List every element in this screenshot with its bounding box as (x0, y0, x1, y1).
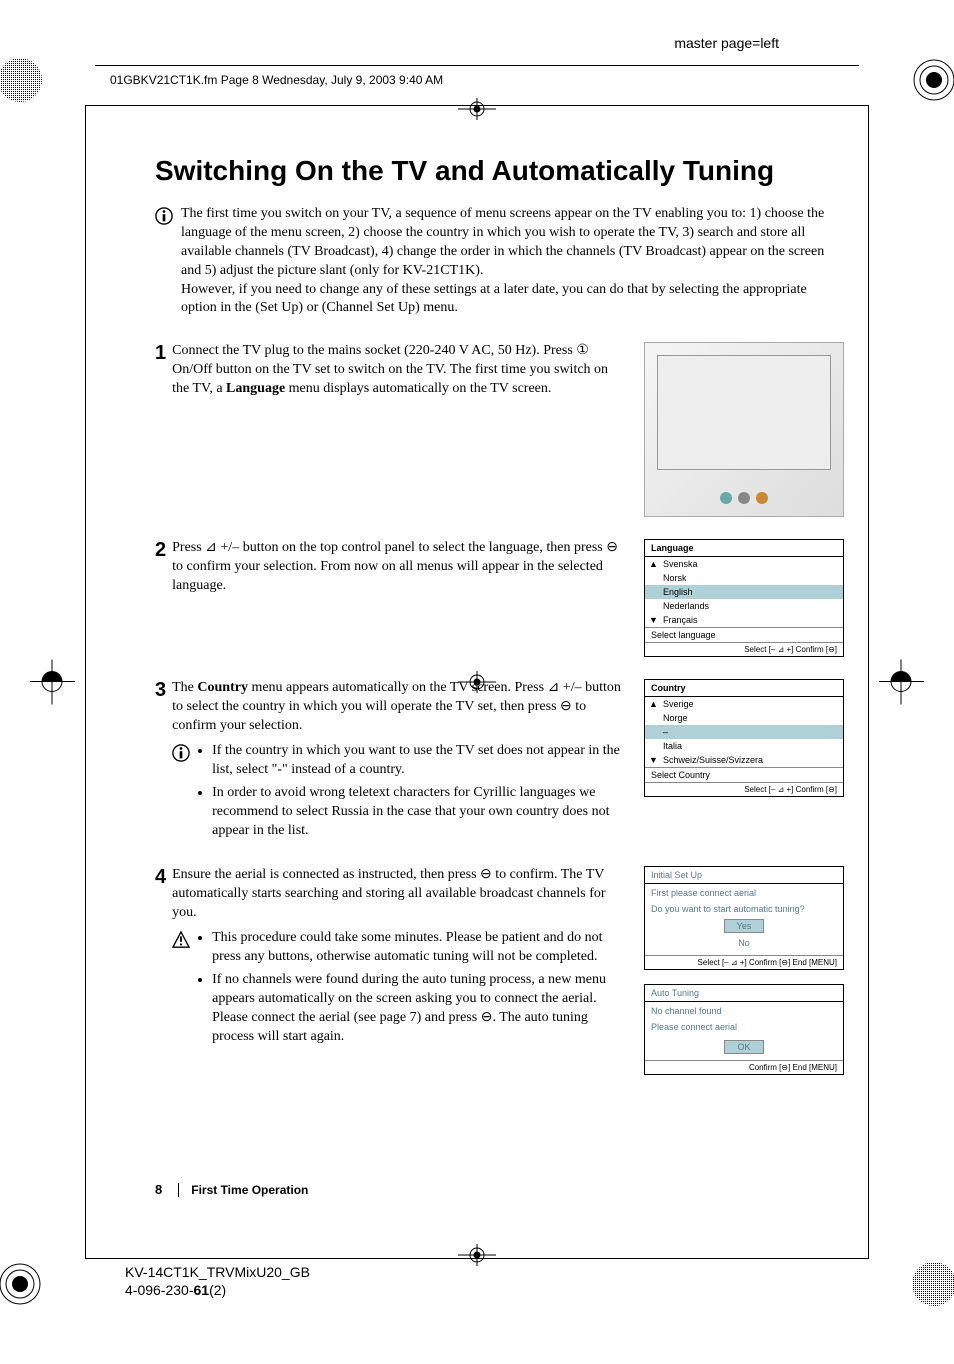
dialog-title: Initial Set Up (645, 867, 843, 884)
ok-button: OK (724, 1040, 763, 1054)
down-arrow-icon: ▼ (649, 755, 658, 765)
doc-code-b: 61 (194, 1282, 210, 1298)
up-arrow-icon: ▲ (649, 699, 658, 709)
step-1-bold: Language (226, 381, 285, 396)
yes-button: Yes (724, 919, 765, 933)
step-3-bold: Country (197, 680, 248, 695)
step-number: 4 (155, 866, 166, 1089)
no-button: No (726, 937, 762, 949)
dialog-line: No channel found (651, 1006, 837, 1016)
menu-item: Norsk (645, 571, 843, 585)
intro-para-1: The first time you switch on your TV, a … (181, 206, 824, 278)
menu-item-selected: English (645, 585, 843, 599)
language-menu: Language ▲Svenska Norsk English Nederlan… (644, 539, 844, 657)
step-3-note-1: If the country in which you want to use … (212, 742, 626, 780)
step-4-text: Ensure the aerial is connected as instru… (172, 867, 605, 920)
main-content: Switching On the TV and Automatically Tu… (155, 155, 844, 1224)
step-2-text: Press ⊿ +/– button on the top control pa… (172, 540, 618, 593)
menu-footer: Select [– ⊿ +] Confirm [⊖] (645, 642, 843, 656)
step-2: 2 Press ⊿ +/– button on the top control … (155, 539, 844, 657)
corner-decoration-tr (909, 55, 954, 105)
menu-item: ▼Schweiz/Suisse/Svizzera (645, 753, 843, 767)
menu-item: ▼Français (645, 613, 843, 627)
dialog-title: Auto Tuning (645, 985, 843, 1002)
step-3-note-2: In order to avoid wrong teletext charact… (212, 784, 626, 841)
info-icon (155, 207, 173, 225)
corner-decoration-br (909, 1259, 954, 1309)
doc-id: KV-14CT1K_TRVMixU20_GB (125, 1263, 310, 1281)
info-icon (172, 744, 190, 762)
menu-item: Italia (645, 739, 843, 753)
page-number: 8 (155, 1182, 162, 1197)
step-3: 3 The Country menu appears automatically… (155, 679, 844, 844)
intro-para-2: However, if you need to change any of th… (181, 282, 807, 316)
warning-icon (172, 931, 190, 949)
menu-item: ▲Svenska (645, 557, 843, 571)
intro-block: The first time you switch on your TV, a … (155, 205, 844, 318)
dialog-footer: Confirm [⊖] End [MENU] (645, 1060, 843, 1074)
auto-tuning-dialog: Auto Tuning No channel found Please conn… (644, 984, 844, 1075)
menu-item: Nederlands (645, 599, 843, 613)
menu-item-selected: – (645, 725, 843, 739)
dialog-line: First please connect aerial (651, 888, 837, 898)
dialog-footer: Select [– ⊿ +] Confirm [⊖] End [MENU] (645, 955, 843, 969)
master-page-label: master page=left (674, 35, 779, 51)
step-number: 1 (155, 342, 166, 517)
doc-code-a: 4-096-230- (125, 1282, 194, 1298)
menu-title: Country (645, 680, 843, 697)
document-metadata: KV-14CT1K_TRVMixU20_GB 4-096-230-61(2) (125, 1263, 310, 1299)
section-name: First Time Operation (178, 1183, 308, 1197)
dialog-line: Please connect aerial (651, 1022, 837, 1032)
step-3-text-a: The (172, 680, 197, 695)
up-arrow-icon: ▲ (649, 559, 658, 569)
down-arrow-icon: ▼ (649, 615, 658, 625)
step-number: 3 (155, 679, 166, 844)
step-4-note-2: If no channels were found during the aut… (212, 971, 626, 1047)
initial-setup-dialog: Initial Set Up First please connect aeri… (644, 866, 844, 970)
menu-item: ▲Sverige (645, 697, 843, 711)
menu-title: Language (645, 540, 843, 557)
step-1: 1 Connect the TV plug to the mains socke… (155, 342, 844, 517)
header-filename: 01GBKV21CT1K.fm Page 8 Wednesday, July 9… (110, 73, 443, 87)
page-frame: master page=left 01GBKV21CT1K.fm Page 8 … (0, 0, 954, 1364)
menu-footer: Select [– ⊿ +] Confirm [⊖] (645, 782, 843, 796)
dialog-line: Do you want to start automatic tuning? (651, 904, 837, 914)
registration-mark-left (30, 660, 75, 705)
registration-mark-right (879, 660, 924, 705)
step-4-note-1: This procedure could take some minutes. … (212, 929, 626, 967)
tv-illustration (644, 342, 844, 517)
page-title: Switching On the TV and Automatically Tu… (155, 155, 844, 187)
corner-decoration-bl (0, 1259, 45, 1309)
intro-text: The first time you switch on your TV, a … (181, 205, 844, 318)
menu-subtitle: Select Country (645, 767, 843, 782)
menu-item: Norge (645, 711, 843, 725)
country-menu: Country ▲Sverige Norge – Italia ▼Schweiz… (644, 679, 844, 797)
step-4: 4 Ensure the aerial is connected as inst… (155, 866, 844, 1089)
menu-subtitle: Select language (645, 627, 843, 642)
step-1-text-b: menu displays automatically on the TV sc… (285, 381, 551, 396)
corner-decoration-tl (0, 55, 45, 105)
step-number: 2 (155, 539, 166, 657)
doc-code-c: (2) (209, 1282, 226, 1298)
header-rule (95, 65, 859, 66)
page-footer: 8 First Time Operation (155, 1181, 308, 1199)
